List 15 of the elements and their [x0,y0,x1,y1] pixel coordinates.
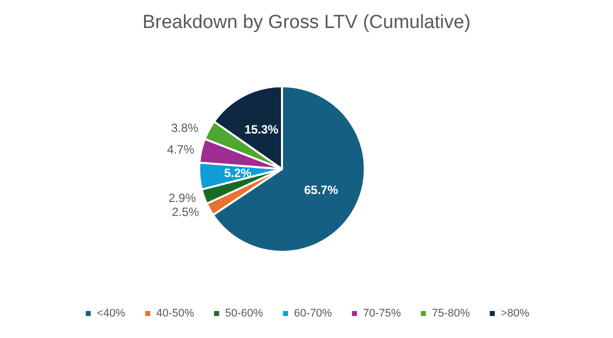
data-label: 2.9% [168,190,196,205]
legend-label: <40% [96,308,126,320]
data-label: 15.3% [244,122,279,137]
data-label: 65.7% [304,182,338,197]
legend-label: 60-70% [294,308,332,320]
chart-title: Breakdown by Gross LTV (Cumulative) [142,12,471,33]
data-label: 2.5% [172,204,200,219]
legend-label: 50-60% [225,308,264,320]
data-label: 3.8% [171,121,199,136]
legend-label: 40-50% [156,308,194,320]
legend-label: >80% [500,308,530,320]
legend-label: 75-80% [432,308,470,320]
data-label: 5.2% [224,166,252,180]
legend-label: 70-75% [362,308,402,320]
data-label: 4.7% [166,142,195,157]
